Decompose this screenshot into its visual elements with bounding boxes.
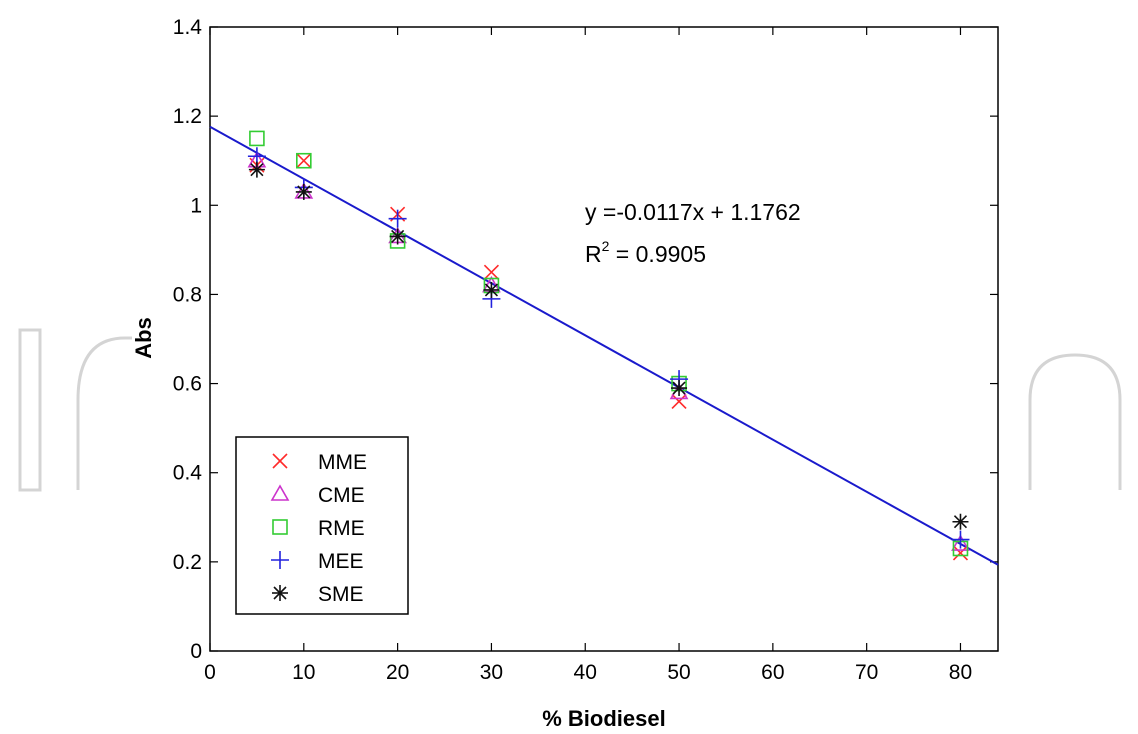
r-squared-annotation: R2 = 0.9905 xyxy=(585,238,706,267)
x-tick-label: 20 xyxy=(386,661,409,684)
legend-item-sme: SME xyxy=(272,583,364,606)
legend-label-cme: CME xyxy=(318,484,365,507)
legend-item-mme: MME xyxy=(272,451,367,474)
x-tick-label: 0 xyxy=(204,661,216,684)
data-point-mme xyxy=(671,393,687,409)
regression-line-group xyxy=(209,125,999,566)
marker-stroke xyxy=(296,153,312,169)
y-tick-label: 0.8 xyxy=(173,283,202,306)
y-tick-label: 1.2 xyxy=(173,105,202,128)
data-points xyxy=(247,130,970,561)
data-point-cme xyxy=(951,534,970,551)
legend-marker-cme xyxy=(270,484,290,501)
legend-marker-mme xyxy=(272,453,288,469)
legend-item-mee: MEE xyxy=(271,550,364,573)
x-tick-label: 40 xyxy=(574,661,597,684)
marker-stroke xyxy=(296,152,312,169)
x-tick-label: 30 xyxy=(480,661,503,684)
r-squared-superscript: 2 xyxy=(602,238,610,254)
axis-ticks xyxy=(209,26,998,652)
data-point-sme xyxy=(483,281,500,298)
x-axis-title: % Biodiesel xyxy=(542,706,665,731)
marker-stroke xyxy=(297,185,311,199)
y-axis-title: Abs xyxy=(131,317,156,359)
marker-stroke xyxy=(391,229,405,244)
data-point-sme xyxy=(389,228,406,245)
legend-marker-sme xyxy=(272,585,288,601)
r-squared-prefix: R xyxy=(585,241,602,267)
marker-stroke xyxy=(953,515,968,529)
r-squared-value: = 0.9905 xyxy=(609,241,706,267)
marker-stroke xyxy=(952,545,969,561)
series-sme xyxy=(248,161,969,530)
data-point-sme xyxy=(295,183,312,200)
data-point-sme xyxy=(671,380,688,397)
legend-label-rme: RME xyxy=(318,517,365,540)
data-point-sme xyxy=(952,513,969,530)
y-tick-label: 0.4 xyxy=(173,462,203,485)
x-tick-label: 10 xyxy=(292,661,315,684)
y-tick-label: 0.2 xyxy=(173,551,202,574)
marker-stroke xyxy=(671,393,687,409)
data-point-mme xyxy=(483,264,499,280)
data-point-mee xyxy=(388,209,407,228)
legend-marker-mee xyxy=(271,551,289,569)
y-tick-label: 1.4 xyxy=(173,16,203,39)
data-point-mme xyxy=(952,545,969,561)
regression-line xyxy=(209,125,999,566)
x-tick-label: 50 xyxy=(667,661,690,684)
legend-item-rme: RME xyxy=(272,517,365,540)
y-tick-label: 0 xyxy=(190,640,202,663)
legend-label-mee: MEE xyxy=(318,550,364,573)
marker-stroke xyxy=(272,519,288,535)
x-tick-label: 70 xyxy=(855,661,878,684)
marker-stroke xyxy=(951,534,970,551)
legend-marker-rme xyxy=(272,519,288,535)
legend-label-sme: SME xyxy=(318,583,364,606)
data-point-mee xyxy=(951,530,970,549)
data-point-rme xyxy=(249,130,265,147)
legend-item-cme: CME xyxy=(270,484,365,507)
marker-stroke xyxy=(270,484,290,501)
watermark xyxy=(18,328,1122,492)
data-point-rme xyxy=(296,152,312,169)
marker-stroke xyxy=(249,130,265,147)
legend-label-mme: MME xyxy=(318,451,367,474)
y-tick-label: 0.6 xyxy=(173,373,202,396)
marker-stroke xyxy=(272,453,288,469)
legend: MME CME RME MEE SME xyxy=(235,436,409,615)
marker-stroke xyxy=(273,586,287,600)
legend-box xyxy=(235,436,409,615)
data-point-mme xyxy=(296,153,312,169)
marker-stroke xyxy=(672,381,686,395)
y-tick-label: 1 xyxy=(190,194,202,217)
equation-annotation: y =-0.0117x + 1.1762 xyxy=(585,199,801,225)
marker-stroke xyxy=(250,163,264,177)
marker-stroke xyxy=(483,264,499,280)
data-point-sme xyxy=(248,161,265,178)
series-rme xyxy=(249,130,969,557)
marker-stroke xyxy=(484,283,498,297)
tick-labels: 0 10 20 30 40 50 60 70 80 0 0.2 0.4 0.6 0.8 1 1.2 1.4 xyxy=(173,16,972,684)
x-tick-label: 80 xyxy=(949,661,972,684)
x-tick-label: 60 xyxy=(761,661,784,684)
